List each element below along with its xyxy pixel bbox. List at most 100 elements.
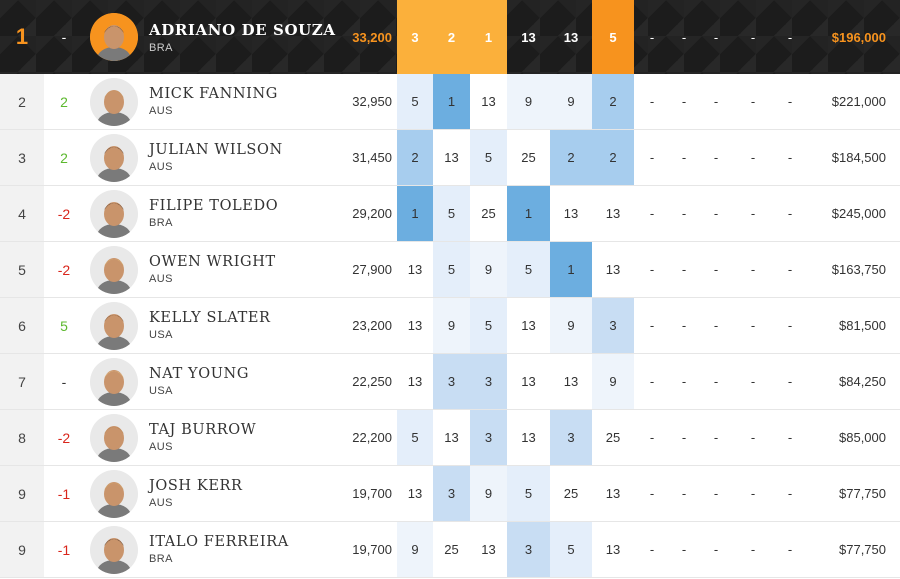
event-result-cell: 1	[433, 74, 470, 129]
table-row[interactable]: 2 2 MICK FANNING AUS 32,950 5 1 13 9 9 2- - - - - $221,…	[0, 74, 900, 130]
surfer-name[interactable]: ITALO FERREIRA	[149, 534, 289, 550]
prize-money-cell: $85,000	[839, 430, 886, 445]
event-result-cell: 5	[550, 522, 592, 577]
surfer-name-block[interactable]: FILIPE TOLEDO BRA	[149, 186, 278, 241]
surfer-name-block[interactable]: JULIAN WILSON AUS	[149, 130, 283, 185]
movement-cell: -	[61, 29, 67, 45]
surfer-name[interactable]: FILIPE TOLEDO	[149, 198, 279, 214]
surfer-name[interactable]: KELLY SLATER	[149, 310, 271, 326]
event-pending-cell: -	[713, 94, 719, 109]
table-row[interactable]: 6 5 KELLY SLATER USA 23,200 13 9 5 13 9 3- - - - - $81,…	[0, 298, 900, 354]
avatar[interactable]	[90, 357, 138, 406]
surfer-name-block[interactable]: JOSH KERR AUS	[149, 466, 243, 521]
event-result-cell: 13	[407, 486, 423, 501]
event-pending-cell: -	[713, 430, 719, 445]
surfer-name[interactable]: ADRIANO DE SOUZA	[149, 20, 336, 39]
surfer-country: USA	[149, 385, 173, 397]
event-result-cell: 3	[397, 0, 433, 74]
avatar[interactable]	[90, 469, 138, 518]
event-result-cell: 13	[407, 262, 423, 277]
event-pending-cell: -	[787, 318, 793, 333]
event-pending-cell: -	[787, 262, 793, 277]
event-pending-cell: -	[750, 150, 756, 165]
event-result-cell: 3	[433, 354, 470, 409]
event-result-cell: 9	[470, 242, 507, 297]
event-result-cell: 5	[397, 410, 433, 465]
table-row[interactable]: 7- NAT YOUNG USA 22,250 13 3 3 13 13 9- - - - - $84,25…	[0, 354, 900, 410]
rank-cell: 9	[0, 466, 44, 521]
event-result-cell: 1	[550, 242, 592, 297]
avatar[interactable]	[90, 525, 138, 574]
event-pending-cell: -	[787, 486, 793, 501]
event-pending-cell: -	[750, 94, 756, 109]
points-cell: 29,200	[352, 206, 392, 221]
surfer-name-block[interactable]: KELLY SLATER USA	[149, 298, 271, 353]
movement-cell: -2	[57, 261, 71, 278]
points-cell: 22,250	[352, 374, 392, 389]
points-cell: 23,200	[352, 318, 392, 333]
leader-row[interactable]: 1- ADRIANO DE SOUZA BRA 33,200 3 2 1 13 13 5- - - - -…	[0, 0, 900, 74]
surfer-name-block[interactable]: ITALO FERREIRA BRA	[149, 522, 289, 577]
avatar[interactable]	[90, 189, 138, 238]
table-row[interactable]: 8 -2 TAJ BURROW AUS 22,200 5 13 3 13 3 25 - - - - - $85,…	[0, 410, 900, 466]
event-result-cell: 9	[507, 74, 550, 129]
event-pending-cell: -	[713, 374, 719, 389]
surfer-name[interactable]: MICK FANNING	[149, 86, 278, 102]
event-result-cell: 13	[407, 318, 423, 333]
table-row[interactable]: 4 -2 FILIPE TOLEDO BRA 29,200 1 5 25 1 13 13 - - - - - $…	[0, 186, 900, 242]
event-result-cell: 3	[470, 354, 507, 409]
table-row[interactable]: 3 2 JULIAN WILSON AUS 31,450 2 13 5 25 2 2- - - - - $18…	[0, 130, 900, 186]
event-result-cell: 5	[470, 298, 507, 353]
surfer-name-block[interactable]: ADRIANO DE SOUZA BRA	[149, 0, 336, 74]
rank-cell: 8	[0, 410, 44, 465]
event-result-cell: 3	[470, 410, 507, 465]
event-result-cell: 5	[433, 186, 470, 241]
event-result-cell: 5	[470, 130, 507, 185]
avatar[interactable]	[90, 245, 138, 294]
movement-cell: 2	[60, 149, 68, 166]
avatar[interactable]	[90, 413, 138, 462]
surfer-name-block[interactable]: NAT YOUNG USA	[149, 354, 249, 409]
points-cell: 33,200	[352, 29, 392, 45]
event-pending-cell: -	[713, 486, 719, 501]
event-pending-cell: -	[787, 206, 793, 221]
event-pending-cell: -	[750, 430, 756, 445]
movement-cell: -1	[57, 485, 71, 502]
avatar[interactable]	[90, 77, 138, 126]
prize-money-cell: $77,750	[839, 486, 886, 501]
avatar[interactable]	[90, 133, 138, 182]
event-pending-cell: -	[649, 318, 655, 333]
event-pending-cell: -	[713, 150, 719, 165]
event-result-cell: 13	[407, 374, 423, 389]
table-row[interactable]: 9 -1 ITALO FERREIRA BRA 19,700 9 25 13 3 5 13 - - - - -…	[0, 522, 900, 578]
event-pending-cell: -	[750, 262, 756, 277]
surfer-country: USA	[149, 329, 173, 341]
avatar[interactable]	[90, 301, 138, 350]
surfer-name-block[interactable]: MICK FANNING AUS	[149, 74, 278, 129]
surfer-name[interactable]: NAT YOUNG	[149, 366, 249, 382]
surfer-name[interactable]: JULIAN WILSON	[149, 142, 283, 158]
surfer-country: AUS	[149, 441, 173, 453]
surfer-country: BRA	[149, 553, 173, 565]
event-pending-cell: -	[681, 29, 687, 45]
surfer-name[interactable]: JOSH KERR	[149, 478, 243, 494]
prize-money-cell: $81,500	[839, 318, 886, 333]
surfer-name[interactable]: OWEN WRIGHT	[149, 254, 276, 270]
event-pending-cell: -	[681, 150, 687, 165]
event-pending-cell: -	[681, 262, 687, 277]
surfer-country: AUS	[149, 497, 173, 509]
event-result-cell: 2	[397, 130, 433, 185]
table-row[interactable]: 9 -1 JOSH KERR AUS 19,700 13 3 9 5 25 13- - - - - $77,7…	[0, 466, 900, 522]
event-result-cell: 5	[592, 0, 634, 74]
event-pending-cell: -	[787, 150, 793, 165]
movement-cell: 5	[60, 317, 68, 334]
rank-cell: 7	[0, 354, 44, 409]
surfer-name-block[interactable]: OWEN WRIGHT AUS	[149, 242, 276, 297]
avatar[interactable]	[90, 13, 138, 61]
event-pending-cell: -	[750, 206, 756, 221]
prize-money-cell: $221,000	[831, 94, 886, 109]
surfer-name[interactable]: TAJ BURROW	[149, 422, 257, 438]
table-row[interactable]: 5 -2 OWEN WRIGHT AUS 27,900 13 5 9 5 1 13- - - - - $163…	[0, 242, 900, 298]
surfer-name-block[interactable]: TAJ BURROW AUS	[149, 410, 256, 465]
prize-money-cell: $245,000	[831, 206, 886, 221]
